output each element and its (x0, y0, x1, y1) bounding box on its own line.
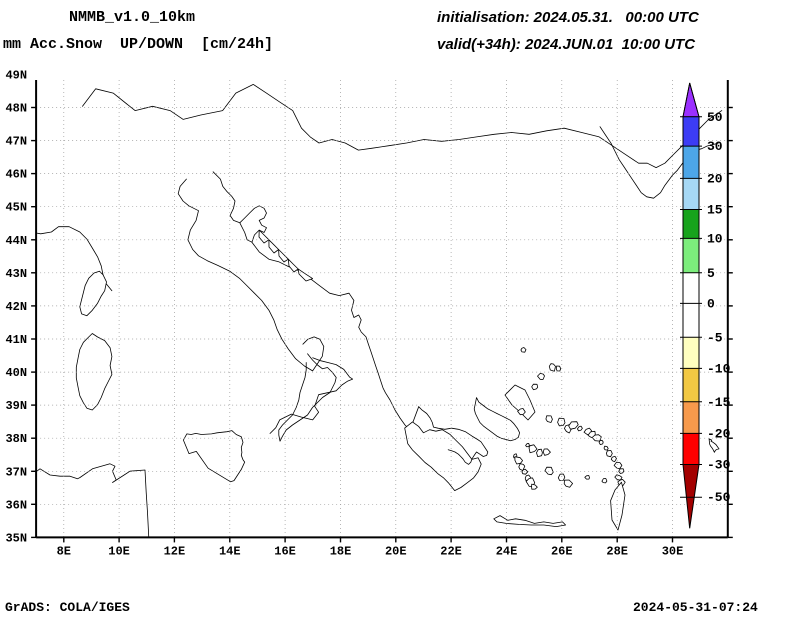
svg-text:-10: -10 (707, 361, 731, 376)
svg-text:30E: 30E (662, 544, 684, 558)
svg-text:44N: 44N (5, 234, 27, 248)
svg-text:22E: 22E (440, 544, 462, 558)
svg-text:37N: 37N (5, 465, 27, 479)
svg-text:36N: 36N (5, 498, 27, 512)
svg-text:15: 15 (707, 203, 723, 218)
svg-text:50: 50 (707, 110, 723, 125)
svg-text:42N: 42N (5, 300, 27, 314)
svg-text:40N: 40N (5, 366, 27, 380)
svg-text:30: 30 (707, 139, 723, 154)
svg-text:10E: 10E (108, 544, 130, 558)
svg-text:-50: -50 (707, 490, 731, 505)
svg-text:20E: 20E (385, 544, 407, 558)
svg-text:10: 10 (707, 231, 723, 246)
svg-text:8E: 8E (57, 544, 71, 558)
svg-text:-15: -15 (707, 395, 731, 410)
svg-text:-5: -5 (707, 330, 723, 345)
svg-text:28E: 28E (606, 544, 628, 558)
svg-text:18E: 18E (330, 544, 352, 558)
svg-text:45N: 45N (5, 201, 27, 215)
svg-text:49N: 49N (5, 68, 27, 82)
svg-text:24E: 24E (496, 544, 518, 558)
svg-text:39N: 39N (5, 399, 27, 413)
svg-text:20: 20 (707, 171, 723, 186)
svg-text:35N: 35N (5, 531, 27, 545)
svg-text:GrADS: COLA/IGES: GrADS: COLA/IGES (5, 600, 130, 615)
svg-text:2024-05-31-07:24: 2024-05-31-07:24 (633, 600, 758, 615)
svg-text:43N: 43N (5, 267, 27, 281)
svg-text:41N: 41N (5, 333, 27, 347)
svg-text:14E: 14E (219, 544, 241, 558)
svg-text:38N: 38N (5, 432, 27, 446)
svg-text:16E: 16E (274, 544, 296, 558)
svg-text:5: 5 (707, 266, 715, 281)
svg-text:0: 0 (707, 296, 715, 311)
svg-text:-30: -30 (707, 458, 731, 473)
svg-text:48N: 48N (5, 102, 27, 116)
svg-text:26E: 26E (551, 544, 573, 558)
svg-text:46N: 46N (5, 168, 27, 182)
svg-text:12E: 12E (164, 544, 186, 558)
svg-text:47N: 47N (5, 135, 27, 149)
